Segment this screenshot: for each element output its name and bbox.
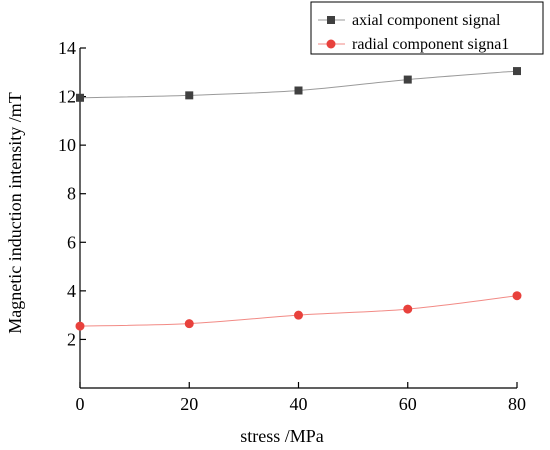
- y-tick-label: 8: [67, 184, 76, 204]
- x-axis-title: stress /MPa: [240, 426, 324, 446]
- y-tick-label: 2: [67, 329, 76, 349]
- data-point: [294, 310, 303, 320]
- data-point: [403, 304, 413, 314]
- axes: [79, 47, 518, 389]
- y-tick-label: 10: [58, 135, 76, 155]
- data-point: [513, 67, 521, 76]
- x-tick-label: 20: [180, 394, 198, 414]
- series-2: [75, 291, 522, 331]
- series-1: [76, 67, 521, 102]
- legend: axial component signal radial component s…: [310, 1, 544, 55]
- x-tick-label: 80: [508, 394, 526, 414]
- data-point: [76, 93, 84, 102]
- y-tick-label: 6: [67, 232, 76, 252]
- legend-item: axial component signal: [318, 12, 501, 29]
- y-tick-label: 4: [67, 281, 76, 301]
- data-point: [403, 75, 412, 84]
- x-tick-label: 40: [290, 394, 308, 414]
- legend-label: axial component signal: [352, 12, 501, 29]
- data-point: [512, 291, 522, 301]
- data-point: [75, 321, 85, 331]
- legend-marker: [326, 39, 336, 49]
- y-tick-label: 12: [58, 87, 76, 107]
- legend-marker: [327, 16, 335, 24]
- data-point: [294, 86, 303, 95]
- y-tick-label: 14: [58, 38, 76, 58]
- x-tick-label: 60: [399, 394, 417, 414]
- x-tick-label: 0: [76, 394, 85, 414]
- legend-box: [310, 1, 544, 55]
- series-layer: [75, 67, 522, 331]
- data-point: [185, 91, 194, 100]
- legend-label: radial component signa1: [352, 36, 509, 53]
- tick-labels: 0 20 40 60 80 2 4 6 8 10 12 14: [58, 38, 526, 414]
- y-axis-title: Magnetic induction intensity /mT: [5, 92, 25, 333]
- data-point: [184, 319, 194, 329]
- legend-item: radial component signa1: [318, 36, 509, 53]
